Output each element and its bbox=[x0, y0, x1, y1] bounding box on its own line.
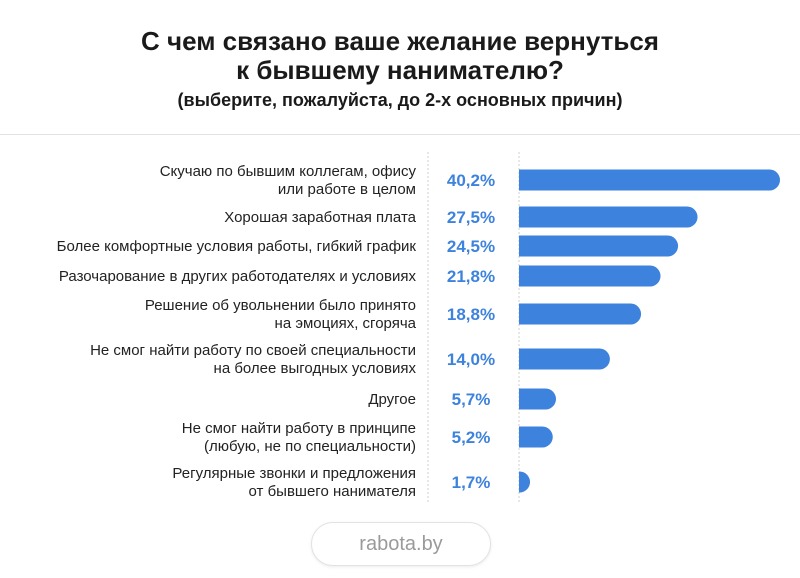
value-label: 5,2% bbox=[452, 428, 491, 447]
value-label: 18,8% bbox=[447, 305, 495, 324]
category-label-line: Более комфортные условия работы, гибкий … bbox=[57, 238, 417, 255]
category-label: Скучаю по бывшим коллегам, офису или рабо… bbox=[160, 163, 417, 198]
chart-subtitle: (выберите, пожалуйста, до 2-х основных п… bbox=[177, 90, 623, 110]
brand-text: rabota.by bbox=[359, 533, 443, 555]
category-label: Хорошая заработная плата bbox=[224, 209, 416, 226]
bar bbox=[519, 471, 531, 493]
category-label-line: Хорошая заработная плата bbox=[224, 209, 416, 226]
value-label: 27,5% bbox=[447, 208, 495, 227]
category-label: Другое bbox=[368, 391, 416, 408]
bar bbox=[519, 303, 642, 325]
category-label: Регулярные звонки и предложения от бывшег… bbox=[172, 465, 416, 500]
category-label: Не смог найти работу в принципе (любую, н… bbox=[182, 420, 416, 455]
chart-header: С чем связано ваше желание вернуться к б… bbox=[0, 0, 800, 134]
brand-badge[interactable]: rabota.by bbox=[311, 522, 491, 566]
category-label-line: Скучаю по бывшим коллегам, офису bbox=[160, 163, 417, 180]
category-label-line: (любую, не по специальности) bbox=[204, 438, 416, 455]
chart-title-line-2: к бывшему нанимателю? bbox=[236, 55, 564, 85]
value-label: 21,8% bbox=[447, 267, 495, 286]
header-divider bbox=[0, 134, 800, 135]
bar bbox=[519, 388, 557, 410]
category-label-line: от бывшего нанимателя bbox=[249, 483, 416, 500]
category-label-line: Не смог найти работу по своей специально… bbox=[90, 342, 416, 359]
category-label-line: на эмоциях, сгоряча bbox=[275, 315, 417, 332]
chart-title-line-1: С чем связано ваше желание вернуться bbox=[141, 26, 659, 56]
value-label: 40,2% bbox=[447, 171, 495, 190]
value-label: 1,7% bbox=[452, 473, 491, 492]
value-label: 24,5% bbox=[447, 237, 495, 256]
category-label: Более комфортные условия работы, гибкий … bbox=[57, 238, 417, 255]
category-label-line: Решение об увольнении было принято bbox=[145, 297, 416, 314]
category-label-line: на более выгодных условиях bbox=[214, 360, 417, 377]
bar bbox=[519, 265, 661, 287]
category-label: Не смог найти работу по своей специально… bbox=[90, 342, 416, 377]
category-label-line: Другое bbox=[368, 391, 416, 408]
category-label-line: Не смог найти работу в принципе bbox=[182, 420, 416, 437]
bar bbox=[519, 426, 553, 448]
category-label-line: Разочарование в других работодателях и у… bbox=[59, 268, 417, 285]
bar bbox=[519, 169, 780, 191]
category-label: Разочарование в других работодателях и у… bbox=[59, 268, 417, 285]
category-label-line: или работе в целом bbox=[278, 181, 416, 198]
category-label: Решение об увольнении было принято на эмо… bbox=[145, 297, 417, 332]
bar bbox=[519, 348, 610, 370]
value-label: 14,0% bbox=[447, 350, 495, 369]
category-label-line: Регулярные звонки и предложения bbox=[172, 465, 416, 482]
bar bbox=[519, 235, 679, 257]
value-label: 5,7% bbox=[452, 390, 491, 409]
bar bbox=[519, 206, 698, 228]
